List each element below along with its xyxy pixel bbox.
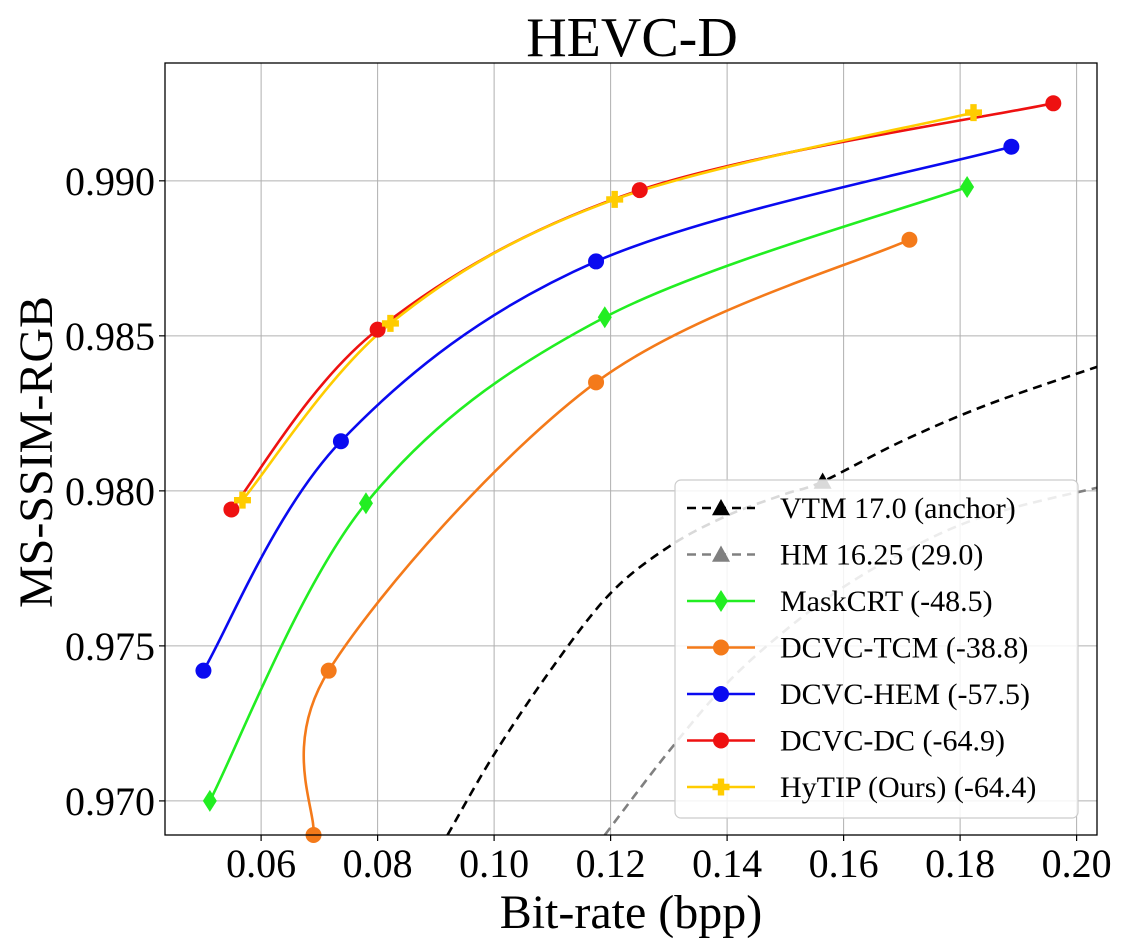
legend-label-maskcrt-48-5: MaskCRT (-48.5) bbox=[780, 585, 993, 618]
data-point-dcvc-tcm-38-8 bbox=[901, 231, 918, 248]
legend-marker-hm-16-25-29-0 bbox=[712, 545, 730, 562]
data-point-maskcrt-48-5 bbox=[358, 492, 373, 515]
x-tick-label: 0.14 bbox=[692, 841, 762, 886]
legend-label-dcvc-hem-57-5: DCVC-HEM (-57.5) bbox=[780, 678, 1030, 711]
series-line-dcvc-tcm-38-8 bbox=[302, 238, 910, 835]
series-line-maskcrt-48-5 bbox=[208, 185, 968, 802]
y-tick-label: 0.975 bbox=[65, 624, 155, 669]
x-tick-label: 0.10 bbox=[459, 841, 529, 886]
series-line-vtm-17-0-anchor bbox=[446, 365, 1097, 835]
legend-marker-dcvc-tcm-38-8 bbox=[713, 639, 729, 656]
data-point-dcvc-dc-64-9 bbox=[223, 501, 240, 518]
legend-label-vtm-17-0-anchor: VTM 17.0 (anchor) bbox=[780, 492, 1016, 525]
y-axis-label: MS-SSIM-RGB bbox=[10, 296, 63, 608]
legend-marker-dcvc-hem-57-5 bbox=[713, 686, 729, 702]
legend-label-dcvc-dc-64-9: DCVC-DC (-64.9) bbox=[780, 725, 1005, 758]
legend-marker-hytip-ours-64-4 bbox=[712, 778, 730, 796]
data-point-maskcrt-48-5 bbox=[597, 306, 612, 329]
data-point-dcvc-hem-57-5 bbox=[588, 253, 605, 270]
data-point-maskcrt-48-5 bbox=[202, 789, 217, 812]
x-tick-label: 0.06 bbox=[226, 841, 296, 886]
x-tick-label: 0.18 bbox=[925, 841, 995, 886]
y-tick-label: 0.980 bbox=[65, 469, 155, 514]
data-point-dcvc-hem-57-5 bbox=[195, 662, 212, 679]
data-point-dcvc-tcm-38-8 bbox=[588, 374, 605, 391]
data-point-hytip-ours-64-4 bbox=[381, 314, 399, 332]
data-point-dcvc-hem-57-5 bbox=[1003, 138, 1020, 155]
x-tick-label: 0.16 bbox=[809, 841, 879, 886]
legend-marker-vtm-17-0-anchor bbox=[712, 499, 730, 516]
data-point-hytip-ours-64-4 bbox=[606, 190, 624, 208]
data-point-dcvc-dc-64-9 bbox=[369, 321, 386, 338]
x-tick-label: 0.20 bbox=[1042, 841, 1112, 886]
series-line-hytip-ours-64-4 bbox=[241, 111, 974, 501]
legend-marker-dcvc-dc-64-9 bbox=[713, 732, 729, 749]
plot-frame bbox=[164, 62, 1098, 836]
data-point-maskcrt-48-5 bbox=[960, 176, 975, 199]
legend-label-dcvc-tcm-38-8: DCVC-TCM (-38.8) bbox=[780, 632, 1028, 665]
marker-layer bbox=[195, 95, 1062, 843]
series-line-dcvc-dc-64-9 bbox=[230, 102, 1054, 511]
y-tick-label: 0.970 bbox=[65, 779, 155, 824]
y-tick-label: 0.985 bbox=[65, 314, 155, 359]
x-tick-label: 0.12 bbox=[576, 841, 646, 886]
chart-title: HEVC-D bbox=[526, 7, 738, 69]
data-point-dcvc-hem-57-5 bbox=[332, 433, 349, 450]
data-point-dcvc-dc-64-9 bbox=[1045, 95, 1062, 112]
legend-box bbox=[674, 479, 1079, 819]
data-point-hytip-ours-64-4 bbox=[233, 491, 251, 509]
x-tick-label: 0.08 bbox=[343, 841, 413, 886]
legend-marker-maskcrt-48-5 bbox=[714, 590, 728, 612]
x-axis-label: Bit-rate (bpp) bbox=[500, 886, 763, 939]
y-tick-label: 0.990 bbox=[65, 159, 155, 204]
data-point-dcvc-dc-64-9 bbox=[631, 182, 648, 199]
series-line-dcvc-hem-57-5 bbox=[202, 145, 1012, 672]
legend-label-hm-16-25-29-0: HM 16.25 (29.0) bbox=[780, 539, 983, 572]
tick-labels: 0.06 0.08 0.10 0.12 0.14 0.16 0.18 0.20 0.970 0.9… bbox=[65, 159, 1112, 886]
legend-label-hytip-ours-64-4: HyTIP (Ours) (-64.4) bbox=[780, 771, 1036, 804]
data-point-hytip-ours-64-4 bbox=[965, 104, 983, 122]
legend: VTM 17.0 (anchor) HM 16.25 (29.0) MaskCRT … bbox=[674, 479, 1079, 819]
data-point-dcvc-tcm-38-8 bbox=[320, 662, 337, 679]
